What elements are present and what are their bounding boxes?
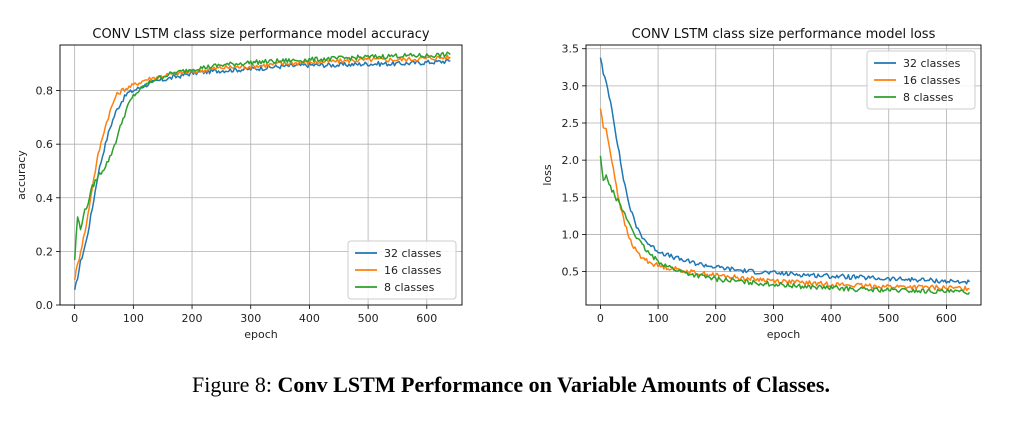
figure-caption: Figure 8: Conv LSTM Performance on Varia… <box>0 372 1022 398</box>
series-line-16-classes <box>599 108 970 292</box>
loss-chart: CONV LSTM class size performance model l… <box>541 27 982 341</box>
y-tick-label: 1.0 <box>562 228 580 241</box>
y-tick-label: 1.5 <box>562 191 580 204</box>
y-tick-label: 0.0 <box>36 299 54 312</box>
x-tick-label: 100 <box>648 312 669 325</box>
x-axis-label: epoch <box>244 328 278 341</box>
y-tick-label: 3.5 <box>562 43 580 56</box>
series-line-32-classes <box>599 57 971 285</box>
x-tick-label: 500 <box>878 312 899 325</box>
figure-canvas: CONV LSTM class size performance model a… <box>15 27 982 341</box>
x-tick-label: 200 <box>182 312 203 325</box>
accuracy-chart: CONV LSTM class size performance model a… <box>15 27 463 341</box>
x-tick-label: 400 <box>299 312 320 325</box>
y-tick-label: 0.5 <box>562 266 580 279</box>
x-tick-label: 400 <box>821 312 842 325</box>
x-axis-label: epoch <box>767 328 801 341</box>
plot-frame <box>59 44 463 306</box>
chart-title: CONV LSTM class size performance model l… <box>632 27 936 42</box>
series-line-32-classes <box>73 58 451 290</box>
legend: 32 classes 16 classes 8 classes <box>347 240 457 300</box>
legend-entry: 32 classes <box>384 247 442 260</box>
plot-frame <box>585 44 982 306</box>
caption-prefix: Figure 8: <box>191 372 273 397</box>
x-tick-label: 500 <box>358 312 379 325</box>
legend-entry: 8 classes <box>903 91 954 104</box>
x-tick-label: 600 <box>936 312 957 325</box>
chart-title: CONV LSTM class size performance model a… <box>92 27 430 42</box>
x-tick-label: 200 <box>705 312 726 325</box>
y-tick-label: 0.4 <box>36 192 54 205</box>
y-tick-label: 2.5 <box>562 117 580 130</box>
legend-entry: 16 classes <box>384 264 442 277</box>
y-tick-label: 0.6 <box>36 138 54 151</box>
x-tick-label: 600 <box>416 312 437 325</box>
y-axis-label: accuracy <box>15 150 28 200</box>
x-tick-label: 0 <box>71 312 78 325</box>
y-tick-label: 0.8 <box>36 85 54 98</box>
legend-entry: 8 classes <box>384 281 435 294</box>
legend-box <box>347 240 457 300</box>
legend: 32 classes 16 classes 8 classes <box>866 50 976 110</box>
x-tick-label: 300 <box>763 312 784 325</box>
caption-bold-text: Conv LSTM Performance on Variable Amount… <box>277 372 830 397</box>
series-line-8-classes <box>73 51 451 261</box>
series-line-16-classes <box>73 54 451 281</box>
y-tick-label: 2.0 <box>562 154 580 167</box>
legend-box <box>866 50 976 110</box>
series-line-8-classes <box>599 155 971 295</box>
x-tick-label: 300 <box>240 312 261 325</box>
legend-entry: 32 classes <box>903 57 961 70</box>
legend-entry: 16 classes <box>903 74 961 87</box>
y-axis-label: loss <box>541 164 554 186</box>
x-tick-label: 0 <box>597 312 604 325</box>
y-tick-label: 3.0 <box>562 80 580 93</box>
y-tick-label: 0.2 <box>36 245 54 258</box>
x-tick-label: 100 <box>123 312 144 325</box>
